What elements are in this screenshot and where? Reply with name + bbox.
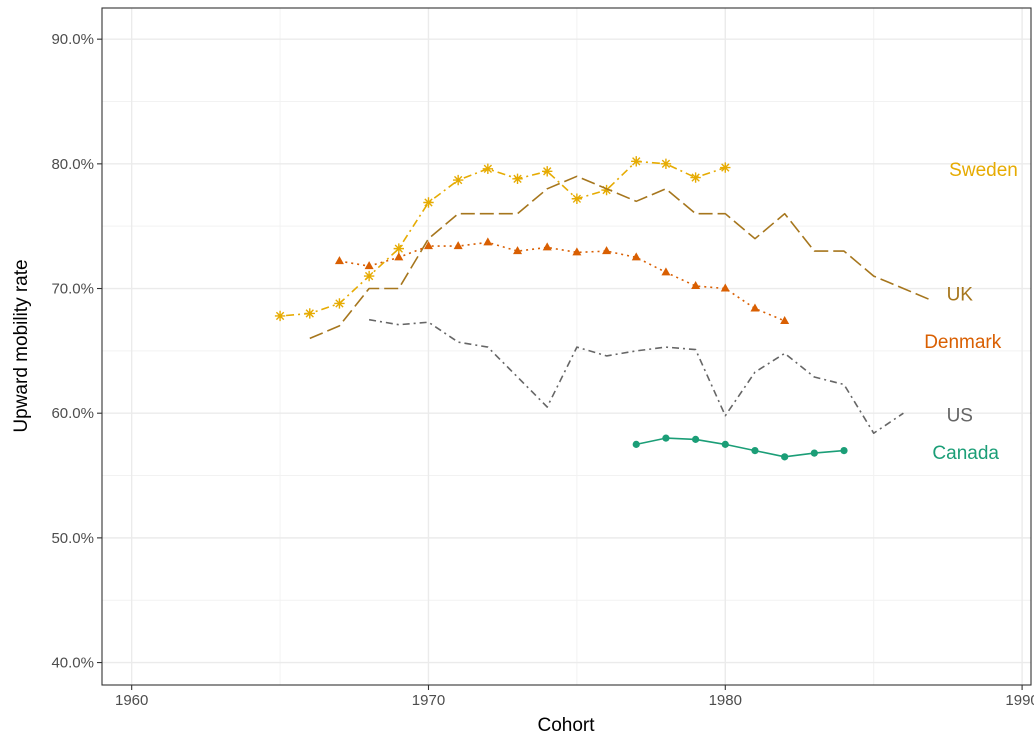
data-point-denmark — [572, 247, 582, 256]
data-point-denmark — [780, 315, 790, 324]
data-point-denmark — [364, 261, 374, 270]
series-canada — [632, 434, 848, 461]
series-uk — [309, 175, 934, 340]
data-point-denmark — [720, 283, 730, 292]
x-tick-label: 1970 — [412, 692, 445, 709]
data-point-sweden — [363, 270, 375, 282]
data-point-sweden — [304, 308, 315, 319]
series-labels: Sweden UK Denmark US Canada — [924, 160, 1018, 464]
data-point-sweden — [601, 184, 612, 196]
y-tick-label: 80.0% — [51, 156, 94, 173]
data-point-denmark — [750, 303, 760, 312]
plot-background — [102, 8, 1031, 685]
x-tick-label: 1960 — [115, 692, 148, 709]
y-tick-label: 40.0% — [51, 655, 94, 672]
minor-gridlines — [102, 8, 1031, 685]
series-label-sweden: Sweden — [949, 160, 1018, 181]
y-tick-label: 90.0% — [51, 31, 94, 48]
series-line-denmark — [339, 241, 786, 322]
data-point-canada — [721, 440, 729, 448]
series-label-uk: UK — [947, 285, 974, 306]
series-line-canada — [636, 437, 845, 458]
data-point-denmark — [542, 242, 552, 251]
data-point-canada — [810, 449, 818, 457]
data-point-denmark — [661, 267, 671, 276]
series-line-uk — [309, 175, 934, 340]
data-point-canada — [781, 453, 789, 461]
data-point-denmark — [423, 241, 433, 250]
data-point-canada — [662, 434, 670, 442]
x-tick-label: 1990 — [1005, 692, 1034, 709]
data-point-canada — [632, 440, 640, 448]
series-layer — [274, 156, 934, 461]
y-tick-label: 60.0% — [51, 405, 94, 422]
data-point-canada — [751, 447, 759, 455]
series-line-us — [368, 318, 904, 435]
x-axis-title: Cohort — [537, 715, 595, 736]
series-us — [368, 318, 904, 435]
series-line-sweden — [280, 160, 726, 317]
x-axis: 1960 1970 1980 1990 — [115, 685, 1034, 709]
data-point-sweden — [720, 162, 731, 173]
data-point-sweden — [452, 174, 464, 186]
series-label-us: US — [947, 405, 973, 426]
data-point-canada — [692, 435, 700, 443]
data-point-sweden — [660, 158, 672, 170]
data-point-sweden — [512, 173, 523, 185]
data-point-sweden — [482, 163, 494, 175]
data-point-sweden — [334, 298, 345, 309]
data-point-denmark — [691, 281, 701, 290]
data-point-sweden — [631, 156, 642, 167]
y-axis: 40.0% 50.0% 60.0% 70.0% 80.0% 90.0% — [51, 31, 102, 672]
data-point-canada — [840, 447, 848, 455]
data-point-sweden — [274, 310, 286, 322]
y-axis-title: Upward mobility rate — [11, 259, 32, 432]
data-point-denmark — [453, 241, 463, 250]
data-point-sweden — [423, 197, 434, 208]
plot-border — [101, 7, 1032, 686]
data-point-denmark — [513, 246, 523, 255]
major-gridlines — [102, 8, 1031, 685]
y-tick-label: 70.0% — [51, 281, 94, 298]
data-point-denmark — [394, 252, 404, 261]
data-point-denmark — [602, 246, 612, 255]
data-point-sweden — [393, 243, 405, 254]
data-point-denmark — [334, 256, 344, 265]
series-sweden — [274, 156, 731, 322]
data-point-denmark — [631, 252, 641, 261]
x-tick-label: 1980 — [709, 692, 742, 709]
data-point-denmark — [483, 237, 493, 246]
series-label-canada: Canada — [932, 443, 999, 464]
data-point-sweden — [571, 193, 583, 204]
series-label-denmark: Denmark — [924, 332, 1002, 353]
data-point-sweden — [542, 166, 553, 177]
series-denmark — [334, 237, 790, 324]
data-point-sweden — [690, 172, 701, 183]
y-tick-label: 50.0% — [51, 530, 94, 547]
